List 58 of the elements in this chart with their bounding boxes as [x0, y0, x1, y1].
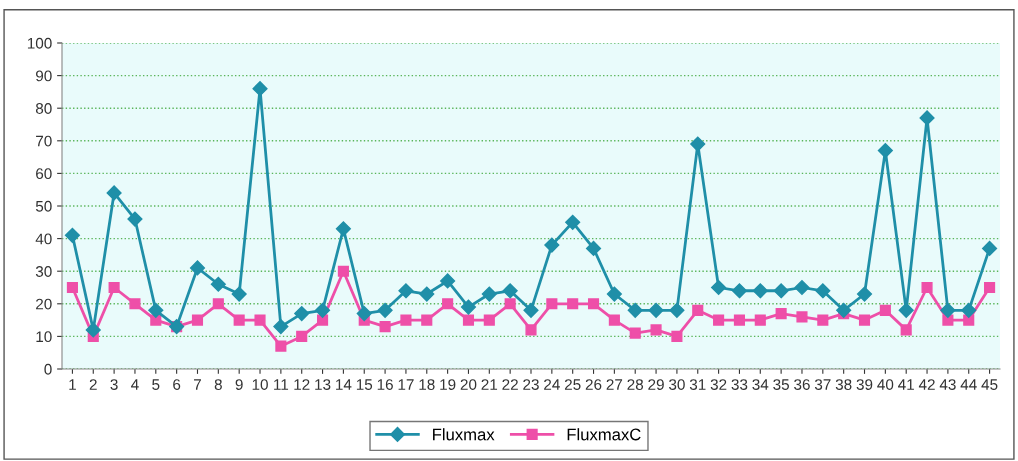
x-tick-label: 23: [523, 379, 539, 390]
x-tick-label: 40: [877, 379, 894, 390]
y-tick-label: 0: [44, 363, 52, 375]
y-tick-label: 40: [35, 233, 52, 245]
x-tick-label: 5: [152, 379, 160, 390]
x-tick-label: 8: [214, 379, 222, 390]
y-tick-label: 30: [35, 266, 52, 277]
x-tick-label: 43: [939, 379, 956, 390]
x-tick-label: 36: [794, 379, 810, 390]
legend-label: Fluxmax: [433, 428, 495, 441]
legend-label: FluxmaxC: [567, 428, 641, 441]
x-tick-label: 7: [194, 379, 201, 390]
x-tick-label: 28: [627, 379, 644, 390]
y-tick-label: 70: [36, 135, 52, 147]
x-tick-label: 30: [669, 379, 685, 390]
x-tick-label: 17: [398, 379, 414, 390]
x-tick-label: 10: [252, 379, 268, 390]
x-tick-label: 45: [981, 379, 998, 390]
x-tick-label: 12: [294, 379, 310, 390]
x-tick-label: 4: [131, 379, 139, 390]
x-tick-label: 41: [898, 379, 914, 390]
x-tick-label: 1: [69, 379, 76, 390]
x-tick-label: 44: [960, 379, 977, 390]
x-tick-label: 18: [419, 379, 435, 390]
x-tick-label: 42: [918, 379, 935, 390]
x-tick-label: 20: [460, 379, 477, 390]
x-tick-label: 34: [752, 379, 769, 390]
x-tick-label: 2: [89, 379, 97, 390]
x-tick-label: 14: [336, 379, 352, 390]
x-tick-label: 25: [564, 379, 581, 390]
x-tick-label: 15: [356, 379, 373, 390]
x-tick-label: 39: [856, 379, 873, 390]
y-tick-label: 50: [35, 200, 52, 212]
x-tick-label: 6: [173, 379, 181, 390]
x-tick-label: 19: [440, 379, 456, 390]
y-tick-label: 20: [36, 298, 52, 310]
x-tick-label: 33: [731, 379, 748, 390]
x-tick-label: 16: [377, 379, 393, 390]
x-tick-label: 13: [315, 379, 331, 390]
x-tick-label: 26: [585, 379, 602, 390]
x-tick-label: 22: [502, 379, 518, 390]
x-tick-label: 38: [835, 379, 852, 390]
x-tick-label: 27: [606, 379, 623, 390]
x-tick-label: 37: [814, 379, 831, 390]
x-tick-label: 29: [648, 379, 664, 390]
y-tick-label: 10: [36, 331, 52, 343]
x-tick-label: 32: [710, 379, 727, 390]
x-tick-label: 24: [544, 379, 560, 390]
x-tick-label: 21: [481, 379, 498, 390]
x-tick-label: 31: [689, 379, 706, 390]
x-tick-label: 9: [235, 379, 243, 390]
y-tick-label: 60: [36, 168, 52, 180]
x-tick-label: 11: [274, 379, 289, 390]
y-tick-label: 90: [36, 70, 52, 82]
y-tick-label: 100: [27, 37, 52, 49]
x-tick-label: 35: [773, 379, 789, 390]
x-tick-label: 3: [110, 379, 118, 390]
y-tick-label: 80: [35, 103, 52, 114]
